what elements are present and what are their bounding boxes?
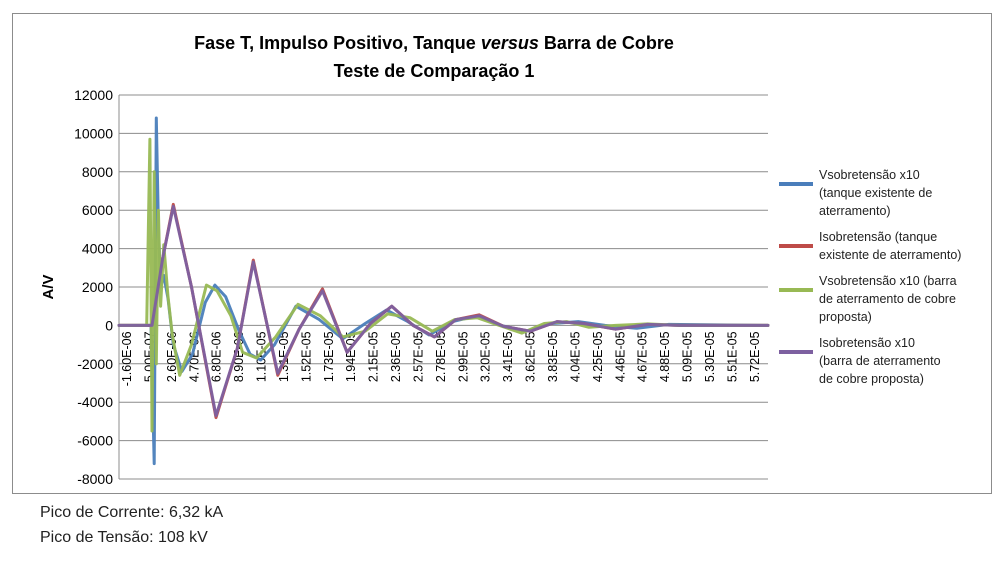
y-tick-label: 10000 xyxy=(74,125,113,141)
x-tick-label: 6.80E-06 xyxy=(210,331,224,382)
chart-frame: Fase T, Impulso Positivo, Tanque versus … xyxy=(12,13,992,494)
y-tick-label: -2000 xyxy=(77,356,113,372)
x-tick-label: 4.46E-05 xyxy=(613,331,627,382)
x-tick-label: 2.36E-05 xyxy=(389,331,403,382)
legend-label: Vsobretensão x10 (tanque existente de at… xyxy=(819,168,933,218)
x-tick-label: 4.04E-05 xyxy=(568,331,582,382)
legend-swatch xyxy=(779,182,813,186)
legend-label: Vsobretensão x10 (barra de aterramento d… xyxy=(819,274,957,324)
x-tick-label: 2.15E-05 xyxy=(367,331,381,382)
series-line xyxy=(117,137,770,433)
series-line xyxy=(117,202,770,420)
series-line xyxy=(117,204,770,418)
legend-label: Isobretensão (tanque existente de aterra… xyxy=(819,230,962,262)
x-tick-label: 5.09E-05 xyxy=(681,331,695,382)
peak-voltage-text: Pico de Tensão: 108 kV xyxy=(40,529,208,546)
legend-swatch xyxy=(779,244,813,248)
legend-item: Vsobretensão x10 (barra de aterramento d… xyxy=(779,272,989,326)
x-tick-label: 5.72E-05 xyxy=(748,331,762,382)
chart-title: Fase T, Impulso Positivo, Tanque versus … xyxy=(194,33,674,53)
peak-current-text: Pico de Corrente: 6,32 kA xyxy=(40,504,224,521)
legend-swatch xyxy=(779,288,813,292)
x-tick-label: -1.60E-06 xyxy=(120,331,134,386)
x-tick-label: 2.99E-05 xyxy=(456,331,470,382)
y-tick-label: -6000 xyxy=(77,433,113,449)
x-tick-label: 1.52E-05 xyxy=(299,331,313,382)
y-axis-label: A/V xyxy=(40,274,57,299)
chart-plot: Fase T, Impulso Positivo, Tanque versus … xyxy=(40,33,770,487)
x-tick-label: 3.83E-05 xyxy=(546,331,560,382)
chart-subtitle: Teste de Comparação 1 xyxy=(334,61,535,81)
x-tick-label: 4.88E-05 xyxy=(658,331,672,382)
x-tick-label: 5.30E-05 xyxy=(703,331,717,382)
x-tick-label: 4.67E-05 xyxy=(636,331,650,382)
x-tick-label: 2.57E-05 xyxy=(411,331,425,382)
x-tick-label: 8.90E-06 xyxy=(232,331,246,382)
x-tick-label: 1.73E-05 xyxy=(322,331,336,382)
y-tick-label: 4000 xyxy=(82,241,113,257)
y-tick-label: 0 xyxy=(105,317,113,333)
x-tick-label: 3.20E-05 xyxy=(479,331,493,382)
legend-item: Isobretensão (tanque existente de aterra… xyxy=(779,228,989,264)
x-tick-label: 2.78E-05 xyxy=(434,331,448,382)
y-tick-label: 2000 xyxy=(82,279,113,295)
legend-item: Vsobretensão x10 (tanque existente de at… xyxy=(779,166,989,220)
y-tick-label: -8000 xyxy=(77,471,113,487)
x-tick-label: 4.25E-05 xyxy=(591,331,605,382)
x-tick-label: 3.41E-05 xyxy=(501,331,515,382)
legend-item: Isobretensão x10 (barra de aterramento d… xyxy=(779,334,989,388)
legend-label: Isobretensão x10 (barra de aterramento d… xyxy=(819,336,941,386)
x-tick-label: 5.51E-05 xyxy=(725,331,739,382)
x-tick-label: 1.10E-05 xyxy=(255,331,269,382)
y-tick-label: 12000 xyxy=(74,87,113,103)
y-tick-label: -4000 xyxy=(77,394,113,410)
x-tick-label: 3.62E-05 xyxy=(524,331,538,382)
y-tick-label: 6000 xyxy=(82,202,113,218)
legend-swatch xyxy=(779,350,813,354)
y-tick-label: 8000 xyxy=(82,164,113,180)
chart-legend: Vsobretensão x10 (tanque existente de at… xyxy=(779,166,989,396)
